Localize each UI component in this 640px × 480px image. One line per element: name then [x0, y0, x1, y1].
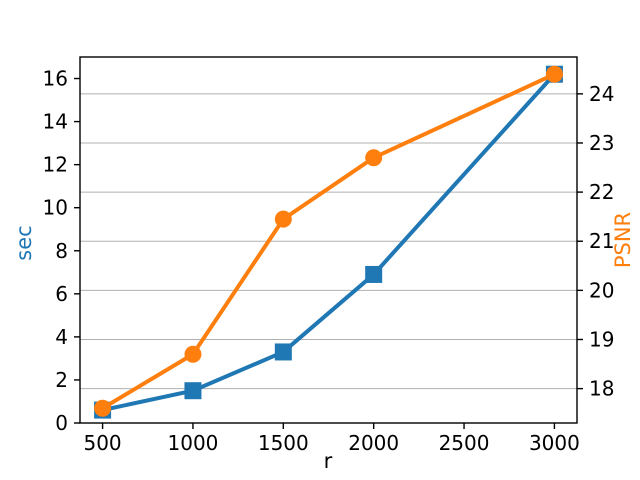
left-y-tick-label: 6: [55, 282, 68, 306]
sec-series-line: [100, 72, 557, 413]
right-y-tick-label: 19: [589, 327, 614, 351]
PSNR-marker-circle: [274, 210, 292, 228]
right-y-tick-label: 18: [589, 377, 614, 401]
x-tick-label: 2500: [439, 431, 490, 455]
x-tick-label: 1500: [258, 431, 309, 455]
sec-marker-square: [365, 265, 383, 283]
sec-marker-square: [184, 382, 202, 400]
right-y-axis-label: PSNR: [611, 211, 635, 269]
left-y-axis-label: sec: [12, 225, 36, 261]
left-y-tick-label: 16: [43, 67, 68, 91]
right-y-tick-label: 21: [589, 229, 614, 253]
x-tick-label: 2000: [348, 431, 399, 455]
left-y-tick-label: 14: [43, 110, 68, 134]
x-tick-label: 1000: [168, 431, 219, 455]
PSNR-marker-circle: [545, 65, 563, 83]
right-y-tick-label: 24: [589, 82, 614, 106]
PSNR-marker-circle: [94, 399, 112, 417]
left-y-tick-label: 10: [43, 196, 68, 220]
left-y-tick-label: 0: [55, 411, 68, 435]
left-y-tick-label: 12: [43, 153, 68, 177]
PSNR-marker-circle: [365, 149, 383, 167]
right-y-tick-label: 20: [589, 278, 614, 302]
left-y-tick-label: 8: [55, 239, 68, 263]
right-y-tick-label: 23: [589, 131, 614, 155]
x-axis-label: r: [323, 449, 333, 473]
left-y-tick-label: 4: [55, 325, 68, 349]
x-tick-label: 3000: [529, 431, 580, 455]
right-y-tick-label: 22: [589, 180, 614, 204]
x-tick-label: 500: [83, 431, 121, 455]
left-y-tick-label: 2: [55, 368, 68, 392]
sec-marker-square: [274, 343, 292, 361]
PSNR-marker-circle: [184, 345, 202, 363]
plot-border: [79, 56, 578, 424]
